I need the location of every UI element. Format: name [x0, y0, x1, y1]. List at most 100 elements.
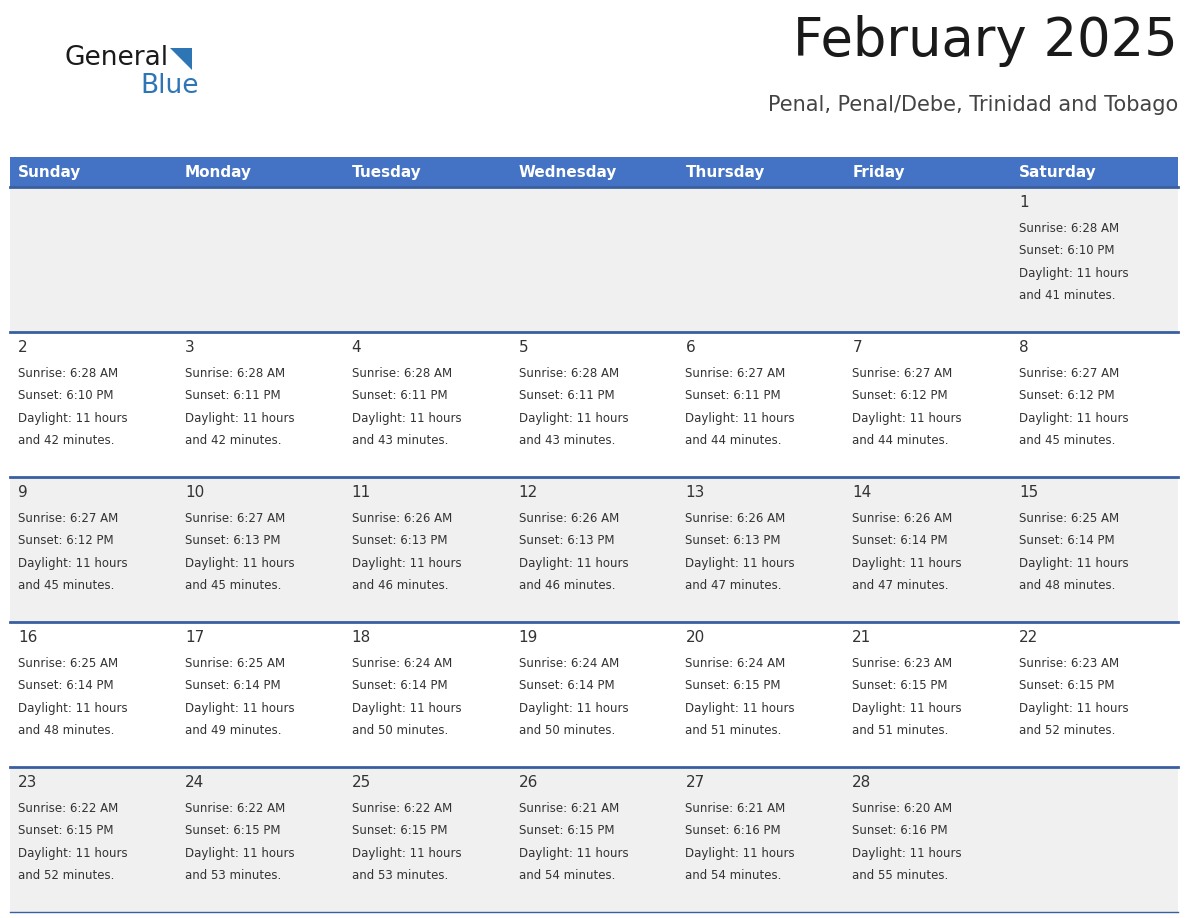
Text: 14: 14 — [852, 485, 872, 500]
Text: 12: 12 — [519, 485, 538, 500]
Text: Sunrise: 6:26 AM: Sunrise: 6:26 AM — [519, 512, 619, 525]
Bar — [1011, 477, 1178, 622]
Text: Blue: Blue — [140, 73, 198, 99]
Text: 15: 15 — [1019, 485, 1038, 500]
Text: and 50 minutes.: and 50 minutes. — [352, 724, 448, 737]
Bar — [845, 157, 1011, 187]
Text: Sunrise: 6:28 AM: Sunrise: 6:28 AM — [519, 367, 619, 380]
Text: Daylight: 11 hours: Daylight: 11 hours — [185, 556, 295, 570]
Bar — [10, 622, 177, 767]
Text: Daylight: 11 hours: Daylight: 11 hours — [852, 412, 962, 425]
Bar — [677, 477, 845, 622]
Text: Sunset: 6:13 PM: Sunset: 6:13 PM — [685, 534, 781, 547]
Text: Daylight: 11 hours: Daylight: 11 hours — [185, 846, 295, 860]
Bar — [343, 767, 511, 912]
Bar — [1011, 157, 1178, 187]
Text: Sunday: Sunday — [18, 164, 81, 180]
Text: and 45 minutes.: and 45 minutes. — [185, 579, 282, 592]
Text: Sunrise: 6:27 AM: Sunrise: 6:27 AM — [185, 512, 285, 525]
Text: Tuesday: Tuesday — [352, 164, 422, 180]
Text: and 43 minutes.: and 43 minutes. — [519, 434, 615, 447]
Bar — [845, 477, 1011, 622]
Text: Sunrise: 6:24 AM: Sunrise: 6:24 AM — [519, 656, 619, 670]
Text: and 42 minutes.: and 42 minutes. — [18, 434, 114, 447]
Text: Sunrise: 6:25 AM: Sunrise: 6:25 AM — [1019, 512, 1119, 525]
Text: Sunset: 6:11 PM: Sunset: 6:11 PM — [685, 389, 781, 402]
Text: 6: 6 — [685, 340, 695, 355]
Text: Monday: Monday — [185, 164, 252, 180]
Polygon shape — [170, 48, 192, 70]
Text: Daylight: 11 hours: Daylight: 11 hours — [519, 412, 628, 425]
Text: Sunset: 6:12 PM: Sunset: 6:12 PM — [18, 534, 114, 547]
Text: Sunrise: 6:20 AM: Sunrise: 6:20 AM — [852, 801, 953, 815]
Text: Sunset: 6:14 PM: Sunset: 6:14 PM — [852, 534, 948, 547]
Text: 20: 20 — [685, 630, 704, 645]
Text: 9: 9 — [18, 485, 27, 500]
Bar — [1011, 622, 1178, 767]
Text: Sunset: 6:11 PM: Sunset: 6:11 PM — [185, 389, 280, 402]
Text: and 48 minutes.: and 48 minutes. — [18, 724, 114, 737]
Bar — [177, 477, 343, 622]
Text: Sunrise: 6:26 AM: Sunrise: 6:26 AM — [852, 512, 953, 525]
Text: Daylight: 11 hours: Daylight: 11 hours — [519, 556, 628, 570]
Text: Daylight: 11 hours: Daylight: 11 hours — [18, 846, 127, 860]
Text: and 52 minutes.: and 52 minutes. — [18, 869, 114, 882]
Text: Sunset: 6:14 PM: Sunset: 6:14 PM — [185, 679, 280, 692]
Text: Sunrise: 6:28 AM: Sunrise: 6:28 AM — [1019, 222, 1119, 235]
Text: 4: 4 — [352, 340, 361, 355]
Text: and 51 minutes.: and 51 minutes. — [685, 724, 782, 737]
Text: and 50 minutes.: and 50 minutes. — [519, 724, 615, 737]
Text: Sunrise: 6:24 AM: Sunrise: 6:24 AM — [352, 656, 451, 670]
Bar — [10, 767, 177, 912]
Bar — [10, 187, 177, 332]
Bar — [1012, 157, 1178, 187]
Text: Sunrise: 6:26 AM: Sunrise: 6:26 AM — [685, 512, 785, 525]
Text: Penal, Penal/Debe, Trinidad and Tobago: Penal, Penal/Debe, Trinidad and Tobago — [767, 95, 1178, 115]
Bar — [343, 622, 511, 767]
Text: 24: 24 — [185, 775, 204, 790]
Text: Sunrise: 6:22 AM: Sunrise: 6:22 AM — [18, 801, 119, 815]
Text: Sunrise: 6:25 AM: Sunrise: 6:25 AM — [18, 656, 118, 670]
Bar — [1011, 187, 1178, 332]
Bar — [678, 157, 845, 187]
Text: Sunrise: 6:24 AM: Sunrise: 6:24 AM — [685, 656, 785, 670]
Text: Sunrise: 6:23 AM: Sunrise: 6:23 AM — [1019, 656, 1119, 670]
Text: and 54 minutes.: and 54 minutes. — [519, 869, 615, 882]
Text: and 49 minutes.: and 49 minutes. — [185, 724, 282, 737]
Text: Daylight: 11 hours: Daylight: 11 hours — [185, 412, 295, 425]
Text: February 2025: February 2025 — [794, 15, 1178, 67]
Text: Sunset: 6:14 PM: Sunset: 6:14 PM — [1019, 534, 1114, 547]
Text: Daylight: 11 hours: Daylight: 11 hours — [1019, 412, 1129, 425]
Bar — [677, 767, 845, 912]
Text: 16: 16 — [18, 630, 37, 645]
Bar — [177, 767, 343, 912]
Text: Sunrise: 6:28 AM: Sunrise: 6:28 AM — [18, 367, 118, 380]
Text: Sunset: 6:10 PM: Sunset: 6:10 PM — [1019, 244, 1114, 257]
Text: Sunrise: 6:23 AM: Sunrise: 6:23 AM — [852, 656, 953, 670]
Bar — [343, 157, 511, 187]
Text: and 42 minutes.: and 42 minutes. — [185, 434, 282, 447]
Bar — [177, 332, 343, 477]
Text: 8: 8 — [1019, 340, 1029, 355]
Text: 21: 21 — [852, 630, 872, 645]
Bar — [846, 157, 1011, 187]
Text: and 46 minutes.: and 46 minutes. — [352, 579, 448, 592]
Text: 28: 28 — [852, 775, 872, 790]
Text: 22: 22 — [1019, 630, 1038, 645]
Text: 19: 19 — [519, 630, 538, 645]
Text: 11: 11 — [352, 485, 371, 500]
Text: Daylight: 11 hours: Daylight: 11 hours — [852, 846, 962, 860]
Bar — [677, 157, 845, 187]
Text: Sunset: 6:15 PM: Sunset: 6:15 PM — [352, 824, 447, 837]
Bar — [677, 622, 845, 767]
Text: Sunset: 6:15 PM: Sunset: 6:15 PM — [185, 824, 280, 837]
Text: General: General — [65, 45, 169, 71]
Bar — [511, 622, 677, 767]
Text: Daylight: 11 hours: Daylight: 11 hours — [852, 701, 962, 715]
Text: 26: 26 — [519, 775, 538, 790]
Text: Sunset: 6:16 PM: Sunset: 6:16 PM — [685, 824, 781, 837]
Text: Daylight: 11 hours: Daylight: 11 hours — [1019, 701, 1129, 715]
Text: Sunset: 6:13 PM: Sunset: 6:13 PM — [352, 534, 447, 547]
Text: and 41 minutes.: and 41 minutes. — [1019, 289, 1116, 302]
Text: and 47 minutes.: and 47 minutes. — [852, 579, 949, 592]
